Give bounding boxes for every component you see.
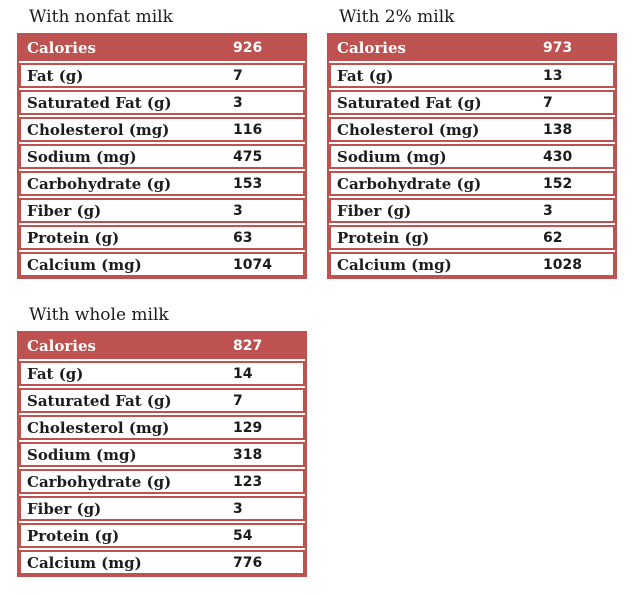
header-label: Calories — [27, 39, 96, 57]
row-value: 116 — [233, 121, 263, 138]
row-label: Cholesterol (mg) — [337, 120, 480, 139]
row-label: Sodium (mg) — [27, 147, 137, 166]
row-value: 3 — [233, 202, 243, 219]
row-label: Protein (g) — [337, 228, 430, 247]
row-value: 1074 — [233, 256, 272, 273]
row-value: 14 — [233, 365, 253, 382]
table-title: With nonfat milk — [29, 7, 173, 27]
row-label: Fiber (g) — [337, 201, 412, 220]
row-value: 318 — [233, 446, 263, 463]
row-label: Sodium (mg) — [27, 445, 137, 464]
table-header-row: Calories 926 — [19, 35, 305, 61]
header-value: 827 — [233, 338, 263, 354]
table-row: Sodium (mg) 430 — [329, 144, 615, 169]
row-value: 475 — [233, 148, 263, 165]
table-row: Fiber (g) 3 — [329, 198, 615, 223]
row-label: Fat (g) — [27, 66, 84, 85]
table-title: With whole milk — [29, 305, 169, 325]
row-label: Fiber (g) — [27, 201, 102, 220]
table-row: Fat (g) 7 — [19, 63, 305, 88]
row-label: Carbohydrate (g) — [27, 472, 172, 491]
header-value: 926 — [233, 40, 263, 56]
row-value: 13 — [543, 67, 563, 84]
row-value: 152 — [543, 175, 573, 192]
row-label: Cholesterol (mg) — [27, 418, 170, 437]
row-label: Fat (g) — [27, 364, 84, 383]
row-label: Protein (g) — [27, 526, 120, 545]
row-value: 7 — [233, 392, 243, 409]
row-label: Saturated Fat (g) — [27, 391, 172, 410]
row-value: 3 — [233, 94, 243, 111]
table-row: Fat (g) 14 — [19, 361, 305, 386]
table-row: Sodium (mg) 318 — [19, 442, 305, 467]
row-value: 776 — [233, 554, 263, 571]
table-row: Sodium (mg) 475 — [19, 144, 305, 169]
row-label: Saturated Fat (g) — [27, 93, 172, 112]
row-value: 430 — [543, 148, 573, 165]
table-row: Calcium (mg) 1028 — [329, 252, 615, 277]
table-row: Saturated Fat (g) 7 — [19, 388, 305, 413]
table-row: Saturated Fat (g) 3 — [19, 90, 305, 115]
table-header-row: Calories 973 — [329, 35, 615, 61]
table-header-row: Calories 827 — [19, 333, 305, 359]
table-row: Carbohydrate (g) 153 — [19, 171, 305, 196]
row-label: Cholesterol (mg) — [27, 120, 170, 139]
row-value: 3 — [233, 500, 243, 517]
row-value: 138 — [543, 121, 573, 138]
row-label: Carbohydrate (g) — [27, 174, 172, 193]
row-value: 1028 — [543, 256, 582, 273]
table-row: Cholesterol (mg) 129 — [19, 415, 305, 440]
table-row: Carbohydrate (g) 123 — [19, 469, 305, 494]
table-row: Calcium (mg) 776 — [19, 550, 305, 575]
table-title: With 2% milk — [339, 7, 455, 27]
header-label: Calories — [337, 39, 406, 57]
row-label: Fat (g) — [337, 66, 394, 85]
table-block-2percent: With 2% milk Calories 973 Fat (g) 13 Sat… — [327, 6, 617, 279]
nutrition-table-whole: Calories 827 Fat (g) 14 Saturated Fat (g… — [17, 331, 307, 577]
row-value: 7 — [233, 67, 243, 84]
table-row: Protein (g) 63 — [19, 225, 305, 250]
row-label: Saturated Fat (g) — [337, 93, 482, 112]
table-block-nonfat: With nonfat milk Calories 926 Fat (g) 7 … — [17, 6, 307, 279]
row-value: 62 — [543, 229, 563, 246]
table-row: Protein (g) 62 — [329, 225, 615, 250]
row-label: Calcium (mg) — [27, 255, 142, 274]
table-row: Fiber (g) 3 — [19, 496, 305, 521]
table-block-whole: With whole milk Calories 827 Fat (g) 14 … — [17, 304, 307, 577]
row-label: Calcium (mg) — [27, 553, 142, 572]
row-value: 7 — [543, 94, 553, 111]
table-row: Saturated Fat (g) 7 — [329, 90, 615, 115]
nutrition-table-2percent: Calories 973 Fat (g) 13 Saturated Fat (g… — [327, 33, 617, 279]
table-row: Cholesterol (mg) 116 — [19, 117, 305, 142]
table-row: Calcium (mg) 1074 — [19, 252, 305, 277]
row-value: 123 — [233, 473, 263, 490]
row-value: 153 — [233, 175, 263, 192]
row-label: Carbohydrate (g) — [337, 174, 482, 193]
table-row: Fiber (g) 3 — [19, 198, 305, 223]
row-label: Sodium (mg) — [337, 147, 447, 166]
row-value: 129 — [233, 419, 263, 436]
table-row: Protein (g) 54 — [19, 523, 305, 548]
table-row: Carbohydrate (g) 152 — [329, 171, 615, 196]
header-label: Calories — [27, 337, 96, 355]
row-value: 54 — [233, 527, 253, 544]
row-value: 3 — [543, 202, 553, 219]
table-row: Fat (g) 13 — [329, 63, 615, 88]
row-label: Protein (g) — [27, 228, 120, 247]
nutrition-table-nonfat: Calories 926 Fat (g) 7 Saturated Fat (g)… — [17, 33, 307, 279]
row-label: Calcium (mg) — [337, 255, 452, 274]
table-row: Cholesterol (mg) 138 — [329, 117, 615, 142]
header-value: 973 — [543, 40, 573, 56]
row-value: 63 — [233, 229, 253, 246]
row-label: Fiber (g) — [27, 499, 102, 518]
